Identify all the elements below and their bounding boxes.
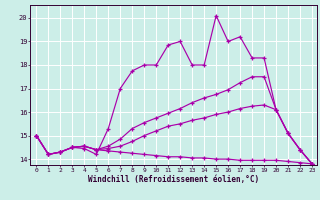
X-axis label: Windchill (Refroidissement éolien,°C): Windchill (Refroidissement éolien,°C) — [88, 175, 259, 184]
